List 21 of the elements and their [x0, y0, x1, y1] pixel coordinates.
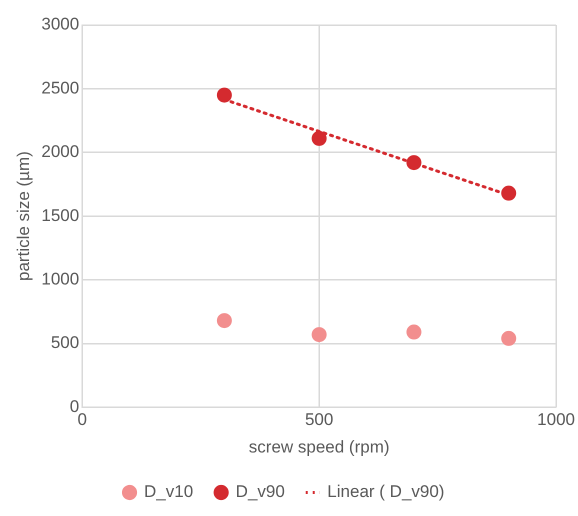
x-tick-label: 500 [304, 410, 334, 430]
y-tick-label: 500 [50, 333, 80, 352]
point [312, 130, 327, 146]
y-axis-title: particle size (µm) [14, 151, 33, 281]
point [501, 186, 516, 201]
legend-label: D_v90 [236, 482, 285, 502]
point [406, 324, 422, 340]
y-tick-label: 3000 [41, 14, 80, 34]
point [312, 327, 327, 342]
y-tick-label: 0 [70, 396, 80, 416]
point [216, 88, 232, 103]
x-axis-title: screw speed (rpm) [248, 437, 390, 456]
point [216, 313, 232, 328]
legend-label: D_v10 [144, 482, 194, 502]
legend-label: Linear ( D_v90) [327, 482, 444, 502]
point [501, 330, 516, 346]
y-tick-label: 1000 [41, 269, 80, 288]
y-tick-label: 2000 [41, 142, 80, 162]
y-tick-label: 2500 [41, 78, 80, 98]
x-tick-label: 1000 [537, 410, 576, 430]
y-tick-label: 1500 [41, 206, 80, 225]
